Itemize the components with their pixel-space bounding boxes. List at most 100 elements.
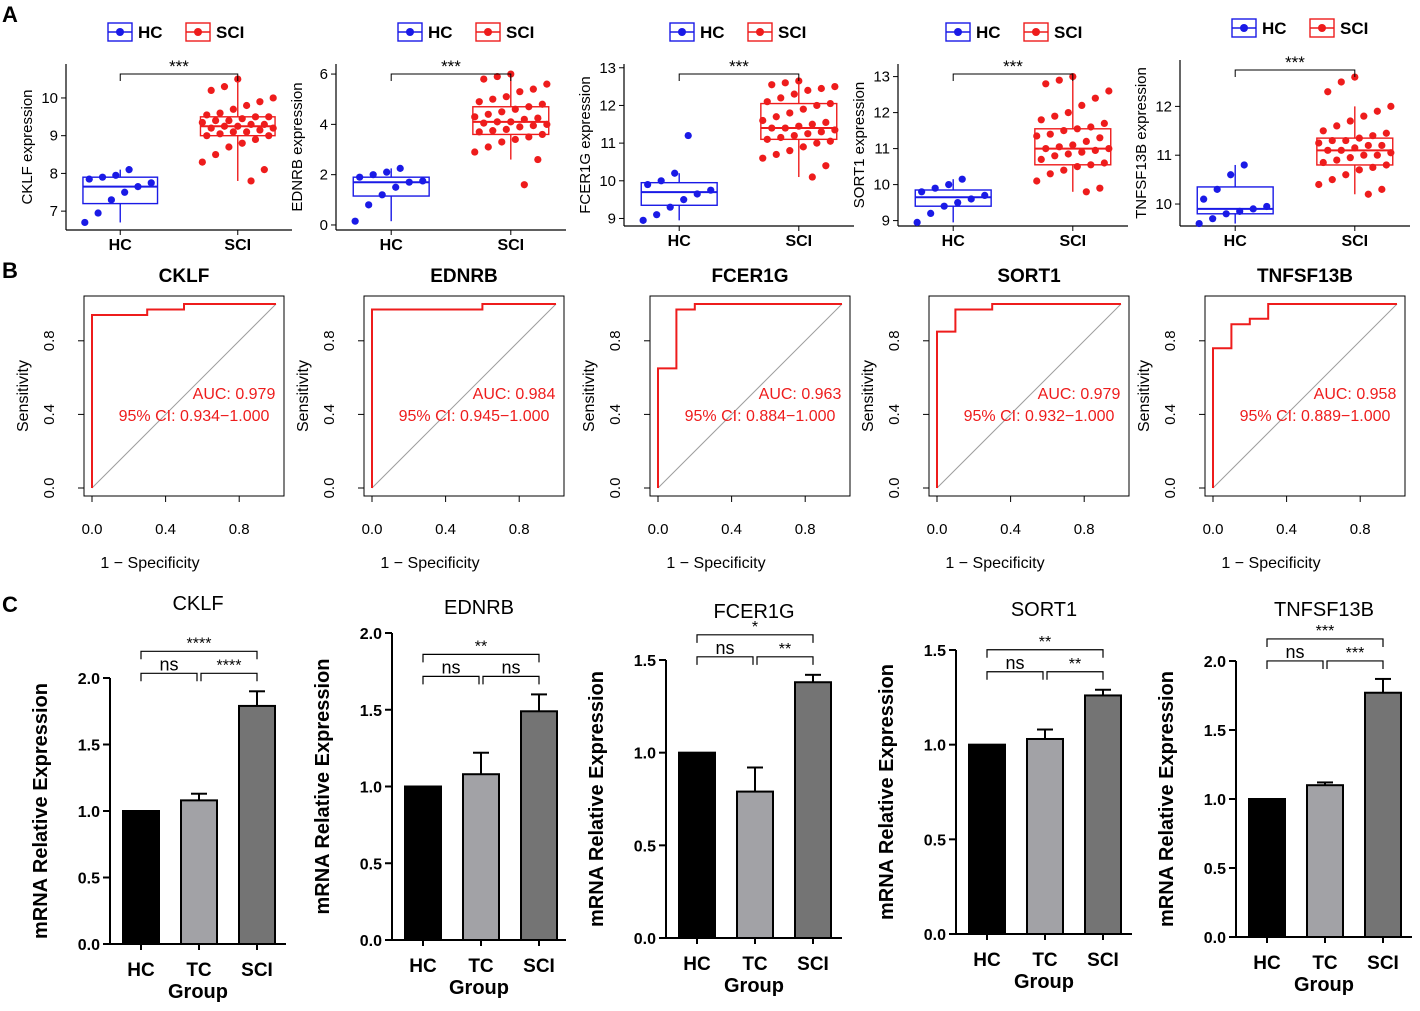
data-point — [954, 199, 962, 207]
data-point — [1037, 155, 1045, 163]
legend-key-dot — [484, 28, 492, 36]
y-tick-label: 9 — [50, 128, 58, 145]
y-tick-label: 0.0 — [78, 937, 100, 954]
data-point — [1333, 156, 1341, 164]
data-point — [198, 118, 206, 127]
bar-tc — [462, 773, 500, 941]
data-point — [207, 86, 215, 95]
legend: HC SCI — [107, 22, 244, 42]
significance-bracket — [390, 73, 512, 81]
data-point — [1351, 73, 1359, 81]
data-point — [392, 183, 400, 191]
legend-key-dot — [194, 28, 202, 36]
data-point — [958, 175, 966, 183]
data-point — [1355, 166, 1363, 174]
x-tick-label: SCI — [497, 237, 524, 254]
y-axis-label: TNFSF13B expression — [1133, 67, 1150, 219]
data-point — [1105, 145, 1113, 153]
y-tick-label: 0 — [320, 217, 328, 234]
data-point — [529, 122, 537, 130]
data-point — [1078, 148, 1086, 156]
x-tick-label: TC — [186, 960, 212, 981]
data-point — [1236, 207, 1244, 215]
data-point — [653, 211, 661, 219]
data-point — [85, 175, 93, 183]
data-point — [808, 173, 816, 181]
auc-label: AUC: 0.979 — [1038, 386, 1121, 403]
y-tick-label: 4 — [320, 116, 328, 133]
plot-frame — [363, 295, 565, 497]
data-point — [795, 122, 803, 130]
significance-label: ** — [779, 641, 791, 658]
x-tick-label: TC — [1032, 950, 1058, 971]
y-tick-label: 0.0 — [41, 478, 58, 499]
data-point — [107, 196, 115, 204]
y-tick-label: 0.4 — [1162, 404, 1179, 425]
x-tick-label: SCI — [523, 956, 555, 977]
chart-title: FCER1G — [713, 601, 794, 623]
data-point — [225, 116, 233, 125]
legend-label-hc: HC — [138, 23, 163, 42]
data-point — [538, 100, 546, 108]
data-point — [1360, 112, 1368, 120]
legend-label-sci: SCI — [506, 23, 534, 42]
data-point — [1037, 116, 1045, 124]
x-tick-label: HC — [1253, 953, 1281, 974]
roc-ednrb: EDNRB 0.0 0.0 0.4 0.4 0.8 0.8 1 − Specificity Se… — [295, 266, 565, 572]
panel-label-b: B — [2, 258, 18, 283]
data-point — [707, 186, 715, 194]
data-point — [781, 124, 789, 132]
data-point — [786, 109, 794, 117]
y-tick-label: 12 — [1155, 98, 1172, 115]
data-point — [1064, 150, 1072, 158]
data-point — [826, 99, 834, 108]
y-tick-label: 1.5 — [924, 643, 946, 660]
data-point — [927, 209, 935, 217]
data-point — [1369, 132, 1377, 140]
data-point — [967, 195, 975, 203]
x-tick-label: 0.4 — [721, 521, 742, 538]
data-point — [203, 111, 211, 119]
data-point — [1091, 94, 1099, 102]
x-tick-label: 0.4 — [435, 521, 456, 538]
data-point — [265, 113, 273, 121]
x-tick-label: 0.0 — [82, 521, 103, 538]
x-tick-label: HC — [127, 960, 155, 981]
data-point — [759, 154, 767, 162]
y-tick-label: 1.5 — [360, 703, 382, 720]
data-point — [520, 181, 528, 189]
data-point — [351, 217, 359, 225]
legend: HC SCI — [1231, 18, 1368, 38]
data-point — [759, 116, 767, 125]
x-axis-label: 1 − Specificity — [1221, 555, 1320, 572]
bar-hc — [122, 810, 160, 945]
data-point — [484, 110, 492, 118]
data-point — [365, 201, 373, 209]
data-point — [1051, 112, 1059, 120]
data-point — [516, 88, 524, 96]
roc-sort1: SORT1 0.0 0.0 0.4 0.4 0.8 0.8 1 − Specificity Se… — [860, 266, 1130, 572]
data-point — [799, 105, 807, 113]
y-tick-label: 9 — [608, 210, 616, 227]
barchart-sort1: SORT1 0.0 0.5 1.0 1.5 HC TC SCI Group mRNA Relati… — [876, 599, 1132, 993]
y-tick-label: 1.5 — [634, 653, 656, 670]
significance-label: *** — [729, 57, 749, 76]
data-point — [822, 162, 830, 170]
x-tick-label: HC — [380, 237, 404, 254]
data-point — [238, 139, 246, 147]
data-point — [225, 143, 233, 151]
y-tick-label: 10 — [1155, 196, 1172, 213]
data-point — [212, 150, 220, 159]
plot-frame — [1204, 295, 1406, 497]
data-point — [1324, 146, 1332, 154]
data-point — [1355, 134, 1363, 142]
x-tick-label: SCI — [1087, 950, 1119, 971]
bar-sci — [520, 710, 558, 941]
legend-key-dot — [116, 28, 124, 36]
data-point — [229, 128, 237, 136]
y-tick-label: 0.0 — [634, 931, 656, 948]
data-point — [489, 95, 497, 103]
data-point — [1342, 171, 1350, 179]
legend: HC SCI — [945, 22, 1082, 42]
